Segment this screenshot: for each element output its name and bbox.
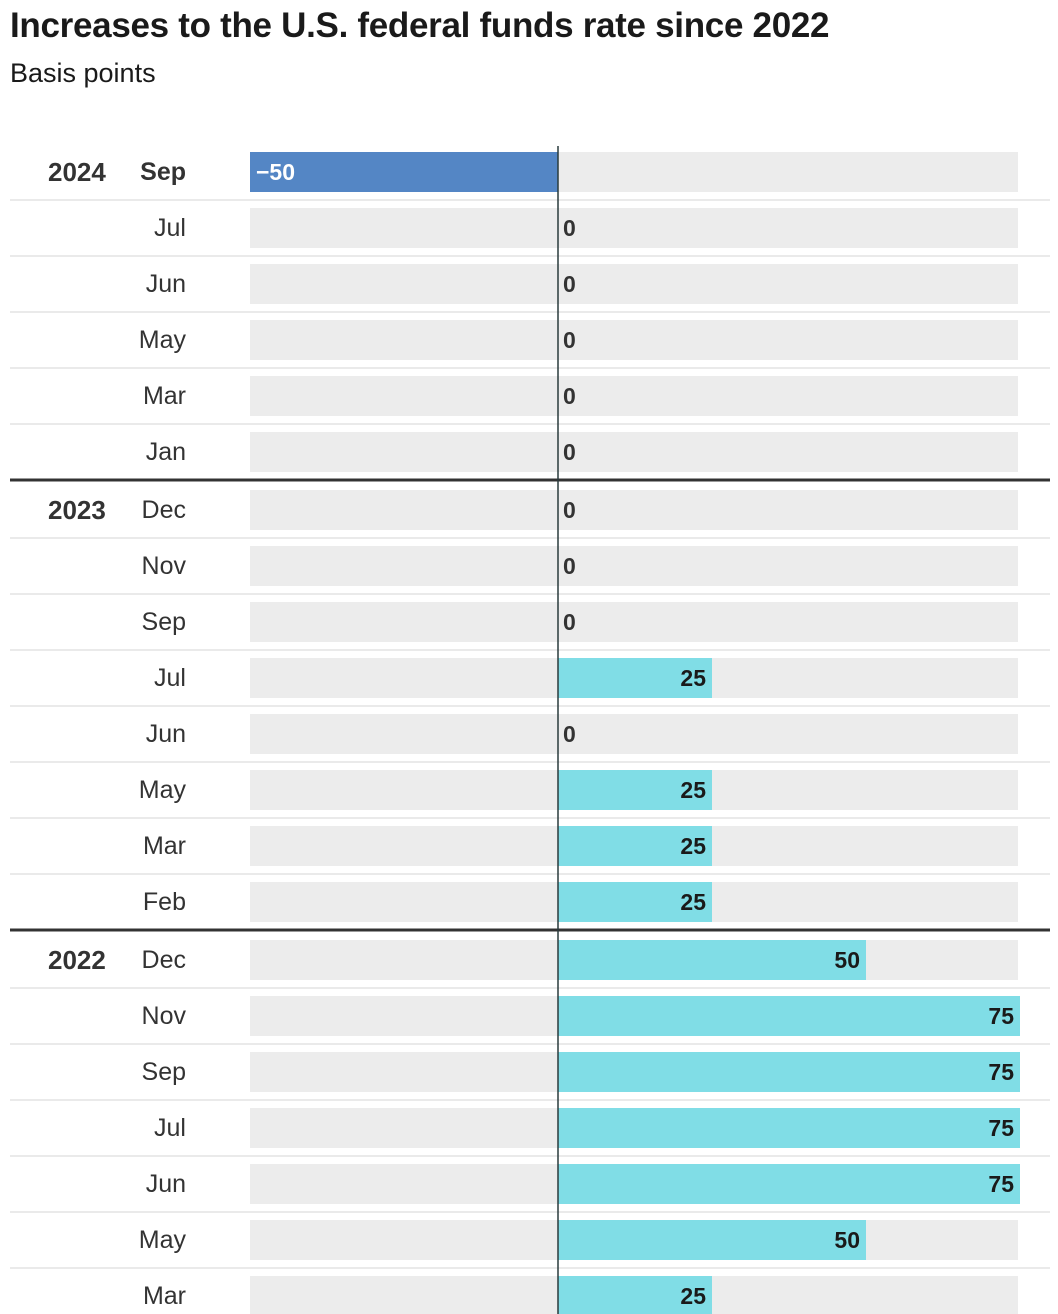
month-label: Mar [143,1282,186,1310]
value-label: 0 [563,553,576,579]
month-label: Jun [146,1170,186,1198]
bar-2022-jun [558,1164,1020,1204]
month-label: Dec [142,496,186,524]
value-label: 75 [988,1171,1014,1197]
value-label: 50 [834,1227,860,1253]
bar-track [250,546,1018,586]
year-label: 2023 [48,495,106,525]
value-label: 75 [988,1115,1014,1141]
value-label: 25 [680,1283,706,1309]
value-label: 0 [563,609,576,635]
value-label: 0 [563,721,576,747]
bar-2024-sep [250,152,558,192]
bar-2023-mar [558,826,712,866]
chart-subtitle: Basis points [10,58,156,88]
month-label: Mar [143,382,186,410]
chart-title: Increases to the U.S. federal funds rate… [10,6,830,45]
bar-track [250,264,1018,304]
year-label: 2022 [48,945,106,975]
bar-2022-dec [558,940,866,980]
year-label: 2024 [48,157,106,187]
month-label: Mar [143,832,186,860]
bar-track [250,320,1018,360]
bar-track [250,714,1018,754]
bar-track [250,208,1018,248]
value-label: 0 [563,439,576,465]
month-label: May [139,1226,187,1254]
bar-2022-nov [558,996,1020,1036]
bar-2023-jul [558,658,712,698]
month-label: Jul [154,1114,186,1142]
value-label: 75 [988,1003,1014,1029]
month-label: Sep [142,608,186,636]
bar-track [250,490,1018,530]
value-label: 50 [834,947,860,973]
month-label: Jul [154,664,186,692]
month-label: Jul [154,214,186,242]
month-label: May [139,326,187,354]
bar-track [250,432,1018,472]
month-label: Jun [146,270,186,298]
value-label: −50 [256,159,295,185]
value-label: 0 [563,497,576,523]
bar-2022-mar [558,1276,712,1314]
month-label: Dec [142,946,186,974]
month-label: Feb [143,888,186,916]
value-label: 25 [680,833,706,859]
value-label: 25 [680,777,706,803]
month-label: Sep [142,1058,186,1086]
bar-2022-jul [558,1108,1020,1148]
bar-2022-sep [558,1052,1020,1092]
value-label: 0 [563,215,576,241]
month-label: Jun [146,720,186,748]
value-label: 0 [563,327,576,353]
month-label: Nov [142,552,187,580]
month-label: Nov [142,1002,187,1030]
value-label: 25 [680,889,706,915]
value-label: 75 [988,1059,1014,1085]
value-label: 0 [563,271,576,297]
bar-track [250,602,1018,642]
bar-track [250,376,1018,416]
month-label: May [139,776,187,804]
bar-2022-may [558,1220,866,1260]
month-label: Sep [140,158,186,186]
bar-2023-feb [558,882,712,922]
bar-2023-may [558,770,712,810]
value-label: 25 [680,665,706,691]
value-label: 0 [563,383,576,409]
month-label: Jan [146,438,186,466]
